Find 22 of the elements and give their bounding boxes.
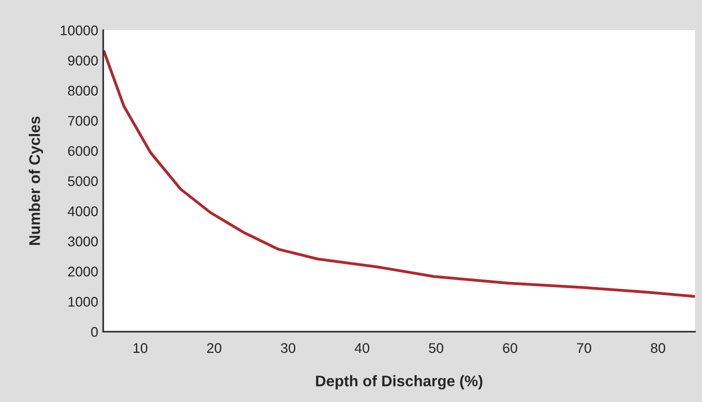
y-tick-label: 10000 <box>60 25 98 36</box>
x-tick-label: 50 <box>428 343 444 353</box>
y-tick-label: 5000 <box>68 176 98 186</box>
x-tick-label: 60 <box>503 343 518 353</box>
x-tick-label: 10 <box>134 343 148 353</box>
y-tick-label: 3000 <box>68 236 98 246</box>
y-tick-label: 6000 <box>68 146 98 156</box>
y-tick-label: 4000 <box>68 206 98 216</box>
x-tick-label: 80 <box>650 343 666 353</box>
x-tick-label: 70 <box>577 343 592 353</box>
line-series <box>103 50 695 298</box>
y-tick-label: 1000 <box>68 296 98 307</box>
x-axis-title: Depth of Discharge (%) <box>316 375 482 390</box>
x-tick-label: 40 <box>354 343 370 353</box>
y-tick-label: 9000 <box>68 56 98 66</box>
y-axis-title: Number of Cycles <box>28 116 44 245</box>
x-tick-label: 20 <box>207 343 222 353</box>
y-tick-label: 0 <box>91 326 98 337</box>
y-tick-label: 8000 <box>68 86 98 96</box>
y-tick-label: 2000 <box>68 266 98 277</box>
y-tick-label: 7000 <box>68 116 98 126</box>
x-tick-label: 30 <box>280 343 296 353</box>
